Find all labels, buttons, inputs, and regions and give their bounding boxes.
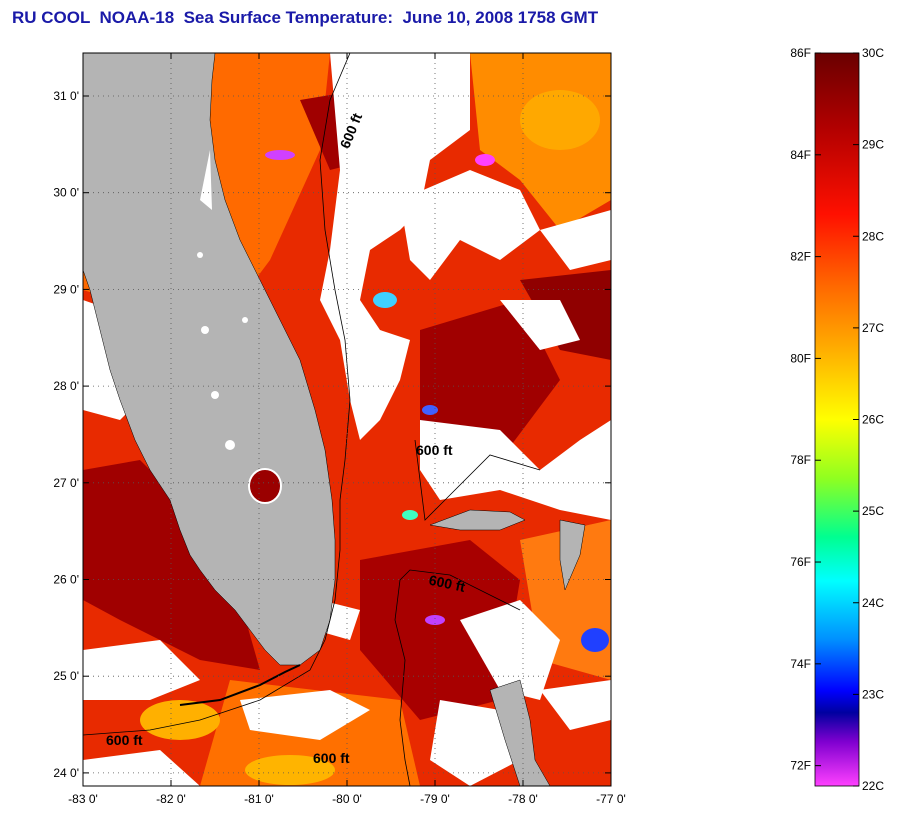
sst-field <box>83 53 611 786</box>
lon-tick-label: -82 0' <box>156 792 186 806</box>
colorbar-c-label: 29C <box>862 138 884 152</box>
lat-tick-label: 25 0' <box>53 669 79 683</box>
colorbar-f-label: 78F <box>790 453 811 467</box>
lon-tick-label: -79 0' <box>420 792 450 806</box>
depth-label-4: 600 ft <box>106 732 143 748</box>
graticule-grid <box>83 53 611 786</box>
bahamas-grand-bahama <box>429 509 526 531</box>
florida-keys <box>179 664 301 706</box>
colorbar-c-label: 28C <box>862 229 884 243</box>
colorbar-f-label: 76F <box>790 555 811 569</box>
lat-tick-label: 28 0' <box>53 379 79 393</box>
lon-tick-label: -80 0' <box>332 792 362 806</box>
lon-tick-label: -81 0' <box>244 792 274 806</box>
colorbar-c-label: 25C <box>862 504 884 518</box>
lon-tick-label: -78 0' <box>508 792 538 806</box>
colorbar-f-label: 82F <box>790 250 811 264</box>
lon-tick-label: -77 0' <box>596 792 626 806</box>
lat-tick-label: 31 0' <box>53 89 79 103</box>
latitude-axis: 31 0' 30 0' 29 0' 28 0' 27 0' 26 0' 25 0' 24 0' <box>53 89 611 780</box>
colorbar-c-label: 27C <box>862 321 884 335</box>
lake-okeechobee <box>248 468 282 504</box>
depth-label-2: 600 ft <box>416 442 453 458</box>
lat-tick-label: 29 0' <box>53 282 79 296</box>
colorbar-f-label: 72F <box>790 759 811 773</box>
depth-contour-east <box>83 53 351 736</box>
lat-tick-label: 24 0' <box>53 766 79 780</box>
colorbar-f-label: 80F <box>790 351 811 365</box>
depth-label-3: 600 ft <box>428 572 467 595</box>
lat-tick-label: 27 0' <box>53 476 79 490</box>
colorbar-c-label: 22C <box>862 779 884 793</box>
colorbar-f-label: 74F <box>790 657 811 671</box>
depth-contour-bahamas <box>414 439 541 521</box>
colorbar-f-label: 84F <box>790 148 811 162</box>
depth-contour-south <box>394 569 521 786</box>
lon-tick-label: -83 0' <box>68 792 98 806</box>
colorbar-c-label: 24C <box>862 596 884 610</box>
bahamas-abaco <box>559 519 586 591</box>
colorbar-c-label: 26C <box>862 413 884 427</box>
depth-label-5: 600 ft <box>313 750 350 766</box>
lat-tick-label: 30 0' <box>53 186 79 200</box>
colorbar-c-label: 23C <box>862 687 884 701</box>
colorbar-celsius-labels: 30C 29C 28C 27C 26C 25C 24C 23C 22C <box>853 46 884 793</box>
colorbar-f-label: 86F <box>790 46 811 60</box>
colorbar <box>814 52 860 787</box>
bahamas-andros <box>489 679 551 786</box>
longitude-axis: -83 0' -82 0' -81 0' -80 0' -79 0' -78 0' -77 … <box>68 53 626 806</box>
lat-tick-label: 26 0' <box>53 573 79 587</box>
chart-title: RU COOL NOAA-18 Sea Surface Temperature:… <box>12 8 599 27</box>
colorbar-c-label: 30C <box>862 46 884 60</box>
colorbar-fahrenheit-labels: 86F 84F 82F 80F 78F 76F 74F 72F <box>790 46 821 773</box>
